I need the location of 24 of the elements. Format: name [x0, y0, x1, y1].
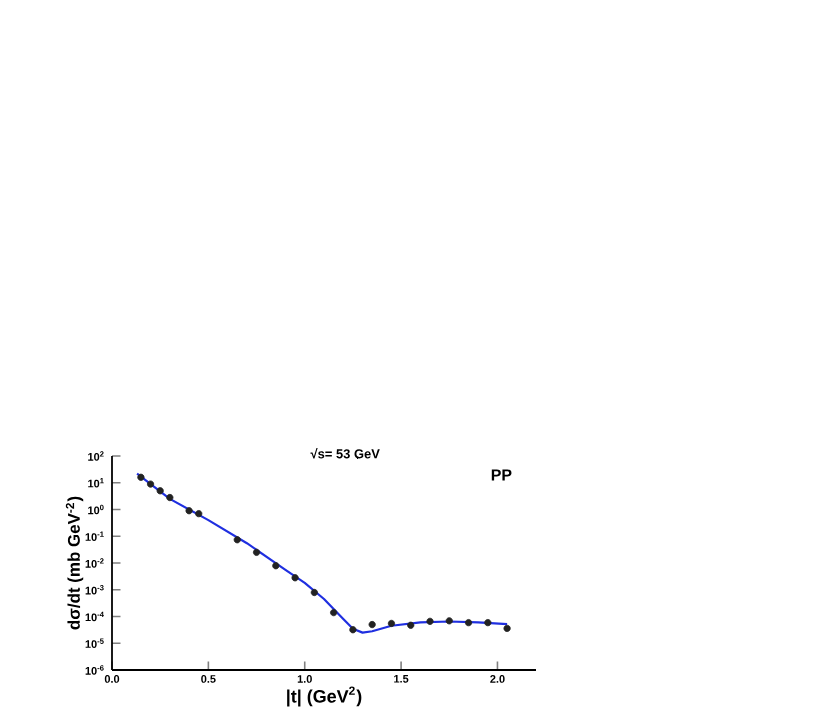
- point: [349, 626, 357, 634]
- point: [137, 473, 145, 481]
- point: [146, 480, 155, 488]
- line-series: [135, 472, 509, 634]
- point: [233, 536, 241, 544]
- point: [407, 621, 415, 629]
- point: [464, 619, 473, 627]
- point: [310, 588, 318, 597]
- point: [503, 624, 511, 632]
- point: [368, 620, 376, 629]
- point: [195, 510, 203, 518]
- point: [156, 487, 164, 495]
- point: [185, 507, 193, 515]
- x-axis-title: |t| (GeV$^{2}$): [287, 686, 362, 707]
- point: [272, 562, 280, 570]
- point: [484, 619, 492, 627]
- point: [330, 609, 338, 617]
- point: [426, 617, 434, 625]
- point: [291, 574, 299, 582]
- point: [166, 493, 174, 502]
- y-axis-title: dσ/dt (mb GeV$^{-2}$): [65, 496, 84, 630]
- point: [252, 548, 261, 556]
- point: [445, 617, 453, 625]
- point: [387, 619, 396, 628]
